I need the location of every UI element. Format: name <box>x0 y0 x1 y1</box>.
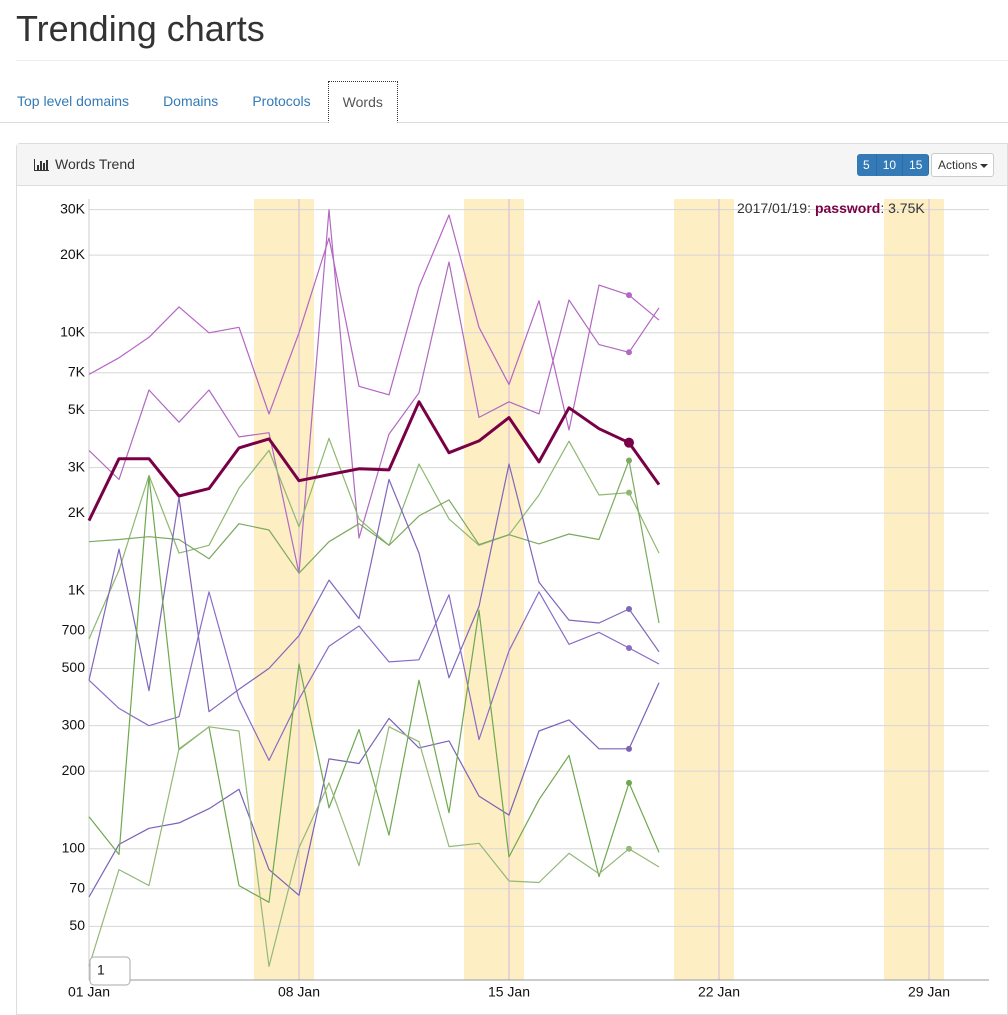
weekend-band <box>674 199 734 980</box>
hover-dot <box>626 779 632 786</box>
y-tick-label: 20K <box>60 246 86 262</box>
hover-value: : 3.75K <box>880 200 925 216</box>
page-size-button[interactable]: 5 <box>857 154 877 176</box>
x-tick-label: 29 Jan <box>908 984 950 1000</box>
x-tick-label: 15 Jan <box>488 984 530 1000</box>
zoom-box[interactable] <box>89 956 131 986</box>
y-tick-label: 500 <box>62 659 86 675</box>
hover-dot <box>626 292 632 299</box>
page-size-group: 5 10 15 <box>857 154 930 176</box>
page-size-button[interactable]: 15 <box>903 154 930 176</box>
hover-dot <box>626 457 632 464</box>
hover-dot <box>624 437 634 448</box>
y-tick-label: 30K <box>60 200 86 216</box>
chart-icon <box>34 159 49 171</box>
highlight-line <box>87 400 661 522</box>
hover-dot <box>626 745 632 752</box>
hover-dot <box>626 489 632 496</box>
y-tick-label: 5K <box>68 401 86 417</box>
x-tick-label: 01 Jan <box>68 984 110 1000</box>
y-tick-label: 100 <box>62 839 86 855</box>
series-line <box>88 209 660 574</box>
series-line <box>88 591 660 761</box>
x-tick-label: 08 Jan <box>278 984 320 1000</box>
weekend-band <box>254 199 314 980</box>
tab[interactable]: Top level domains <box>17 93 130 109</box>
series-line <box>88 463 660 713</box>
divider <box>16 60 1008 61</box>
hover-dot <box>626 645 632 652</box>
tab-active[interactable]: Words <box>327 81 398 123</box>
tab-bar: Top level domains Domains Protocols Word… <box>0 81 1008 123</box>
hover-series: password <box>815 200 880 216</box>
panel: Words Trend 5 10 15 Actions <box>16 143 1008 1015</box>
series-line <box>88 475 660 903</box>
y-tick-label: 200 <box>62 762 86 778</box>
y-tick-label: 70 <box>69 879 85 895</box>
y-tick-label: 700 <box>62 621 86 637</box>
hover-dot <box>626 845 632 852</box>
y-tick-label: 7K <box>68 363 86 379</box>
y-tick-label: 10K <box>60 323 86 339</box>
hover-dot <box>626 349 632 356</box>
hover-label: 2017/01/19: password: 3.75K <box>737 200 925 216</box>
series-line <box>88 726 660 967</box>
panel-header: Words Trend 5 10 15 Actions <box>17 144 1007 186</box>
series-line <box>88 437 660 640</box>
y-tick-label: 2K <box>68 504 86 520</box>
series-line <box>88 214 660 431</box>
weekend-band <box>464 199 524 980</box>
actions-button[interactable]: Actions <box>931 153 995 177</box>
hover-dot <box>626 605 632 612</box>
tab[interactable]: Protocols <box>252 93 311 109</box>
hover-date: 2017/01/19: <box>737 200 811 216</box>
y-tick-label: 3K <box>68 458 86 474</box>
series-line <box>88 459 660 624</box>
series-line <box>88 682 660 898</box>
weekend-band <box>884 199 944 980</box>
y-tick-label: 1K <box>68 581 86 597</box>
page-title: Trending charts <box>16 8 265 49</box>
y-tick-label: 50 <box>69 917 85 933</box>
x-tick-label: 22 Jan <box>698 984 740 1000</box>
zoom-label: 1 <box>97 962 105 978</box>
tab[interactable]: Domains <box>163 93 219 109</box>
page-size-button[interactable]: 10 <box>876 154 904 176</box>
y-tick-label: 300 <box>62 716 86 732</box>
panel-title: Words Trend <box>55 156 135 172</box>
